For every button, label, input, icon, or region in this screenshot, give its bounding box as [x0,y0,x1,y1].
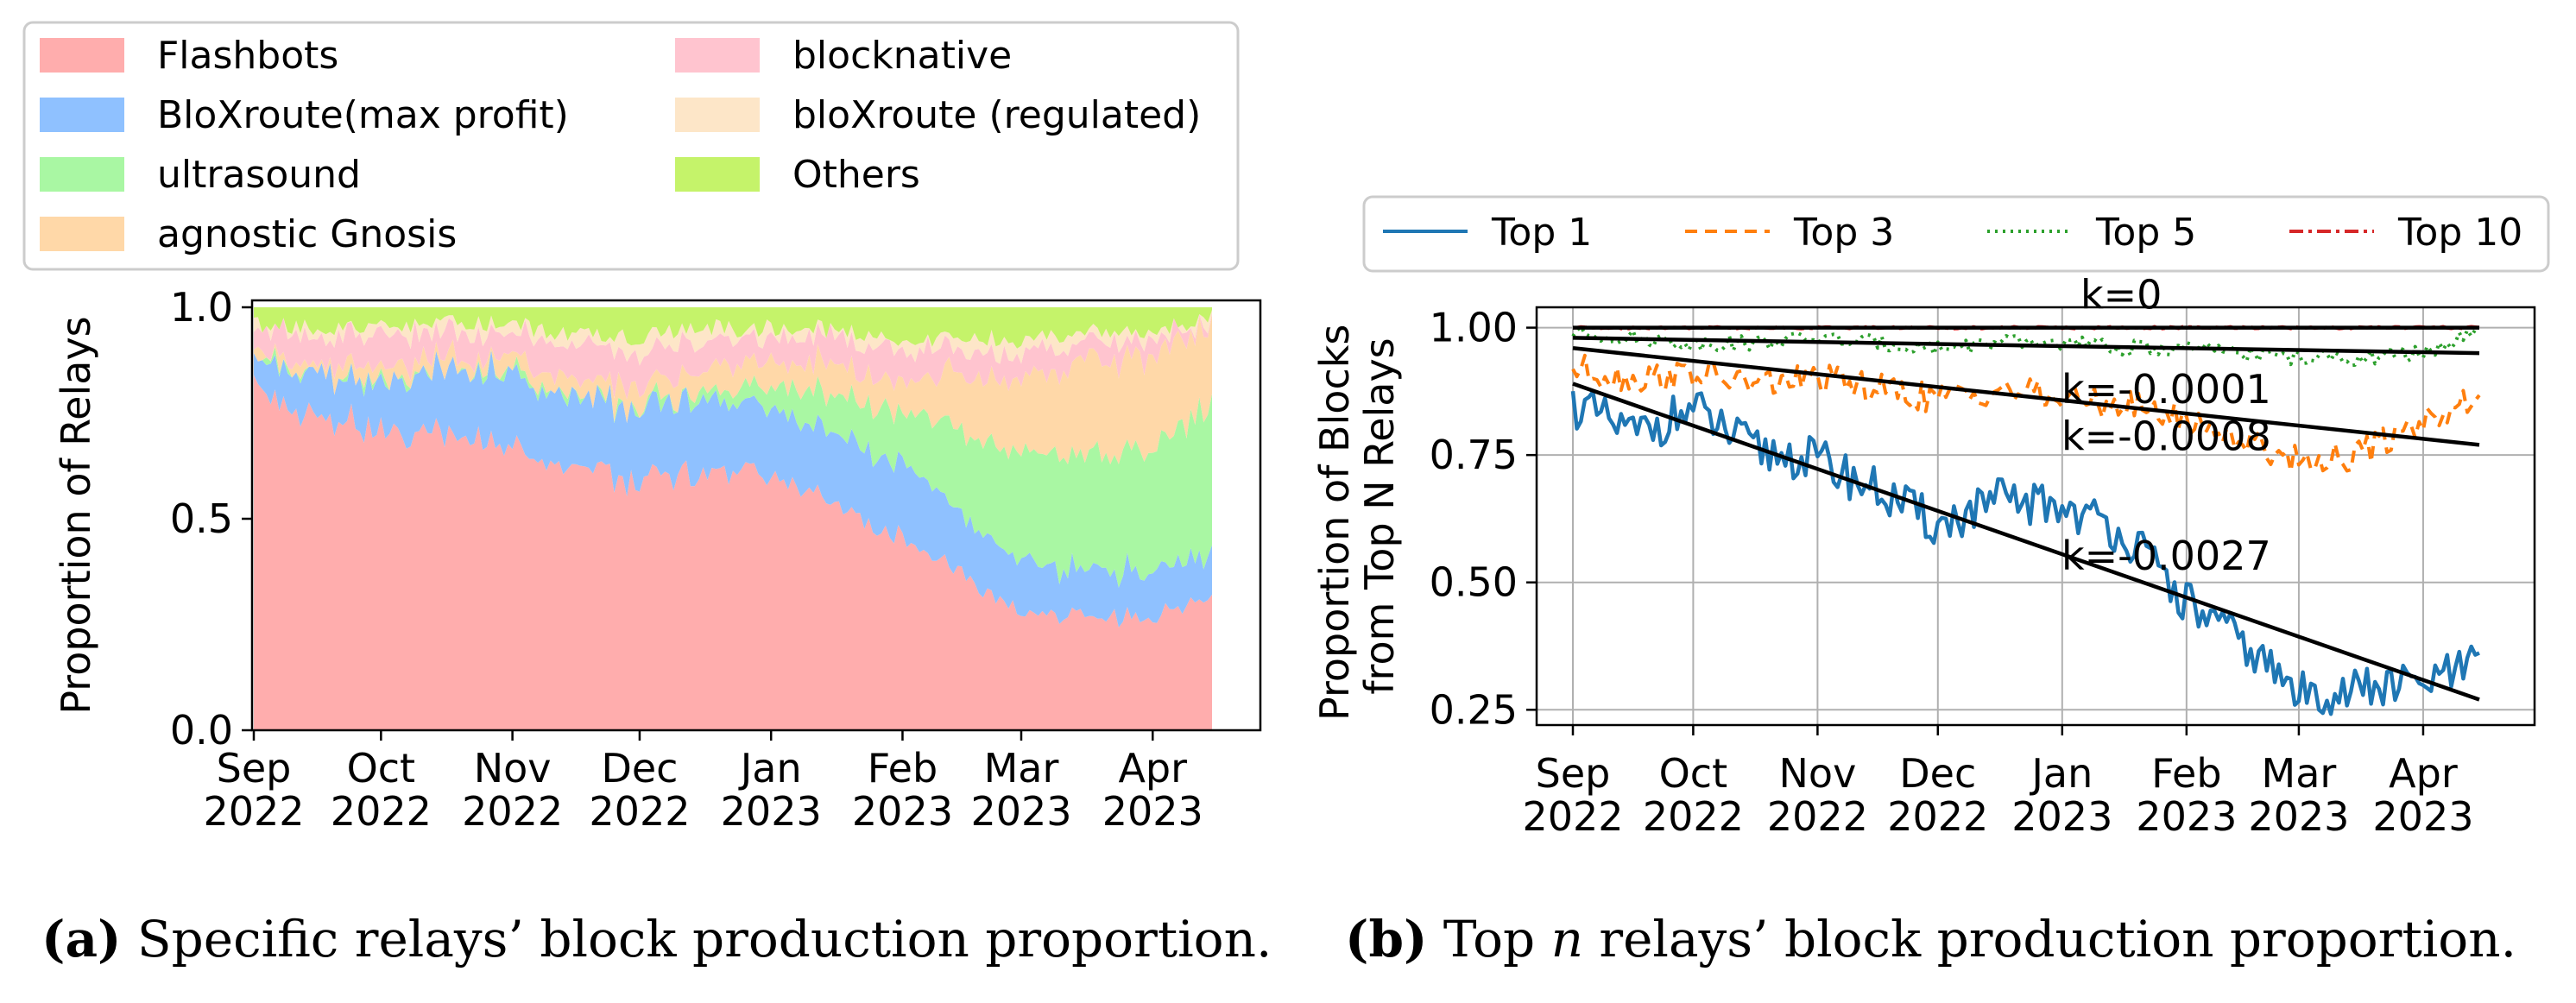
legend-box-b [1362,195,2550,273]
y-tick-label-a: 0.0 [170,707,233,754]
line-top-1 [1570,389,2480,716]
slope-label-k-0: k=0 [2080,272,2162,319]
legend-label-others: Others [792,153,920,197]
legend-swatch-others [675,157,760,192]
legend-label-top-3: Top 3 [1793,211,1894,255]
slope-label-k-0-0001: k=-0.0001 [2061,366,2271,413]
x-tick-label-a: Sep 2022 [203,745,304,835]
trendline-k-0-0008 [1572,345,2480,447]
x-tick-label-b: Sep 2022 [1522,750,1623,840]
x-tick-label-b: Apr 2023 [2372,750,2473,840]
trendline-k-0-0027 [1572,382,2480,702]
area-others [254,307,1212,349]
plot-frame-a [250,299,1262,732]
area-ultrasound [254,347,1212,588]
x-tick-label-a: Oct 2022 [331,745,432,835]
legend-label-top-5: Top 5 [2095,211,2196,255]
x-tick-label-b: Jan 2023 [2011,750,2112,840]
y-ticks-b: 0.25 0.50 0.75 1.00 [1430,305,1537,733]
x-tick-label-a: Feb 2023 [852,745,953,835]
trendline-k-0-0001 [1572,336,2480,356]
panel-a: Flashbots BloXroute(max profit) ultrasound… [22,21,1272,968]
legend-swatch-agnostic-gnosis [40,217,124,251]
panel-b: Top 1 Top 3 Top 5 Top 10 k=0k=-0.0001k=-0.0… [1311,195,2550,968]
area-blocknative [254,312,1212,400]
y-ticks-a: 0.0 0.5 1.0 [170,284,252,754]
legend-label-agnostic-gnosis: agnostic Gnosis [157,212,457,256]
caption-b: (b) Top n relays’ block production propo… [1345,910,2516,968]
y-tick-label-b: 0.75 [1430,432,1518,478]
stacked-areas [254,307,1212,730]
x-tick-label-b: Mar 2023 [2248,750,2349,840]
legend-swatch-bloxroute-regulated [675,98,760,132]
caption-a: (a) Specific relays’ block production pr… [41,910,1272,968]
x-tick-label-a: Nov 2022 [462,745,563,835]
legend-b: Top 1 Top 3 Top 5 Top 10 [1383,211,2522,255]
legend-label-ultrasound: ultrasound [157,153,361,197]
legend-swatch-ultrasound [40,157,124,192]
legend-swatch-blocknative [675,38,760,73]
slope-label-k-0-0008: k=-0.0008 [2061,413,2271,460]
legend-a: Flashbots BloXroute(max profit) ultrasound… [40,34,1201,256]
legend-label-bloxroute-regulated: bloXroute (regulated) [792,93,1201,137]
x-tick-label-b: Dec 2022 [1887,750,1988,840]
y-axis-label-a: Proportion of Relays [53,316,99,714]
x-tick-label-b: Oct 2022 [1643,750,1744,840]
line-top-3 [1571,353,2481,474]
x-tick-label-a: Dec 2022 [589,745,690,835]
x-tick-label-b: Feb 2023 [2136,750,2237,840]
slope-label-k-0-0027: k=-0.0027 [2061,533,2271,579]
legend-swatch-bloxroute-max-profit [40,98,124,132]
line-top-5 [1571,325,2480,368]
legend-label-blocknative: blocknative [792,34,1012,78]
x-tick-label-a: Mar 2023 [970,745,1071,835]
legend-label-top-10: Top 10 [2397,211,2522,255]
legend-swatch-flashbots [40,38,124,73]
x-tick-label-a: Apr 2023 [1102,745,1203,835]
x-tick-label-a: Jan 2023 [721,745,822,835]
legend-label-top-1: Top 1 [1491,211,1592,255]
x-ticks-a: Sep 2022 Oct 2022 Nov 2022 Dec 2022 Jan 2023 Feb 20… [203,730,1203,835]
area-bloxroute-regulated [254,309,1212,366]
plot-bg-b [1537,307,2535,725]
y-tick-label-b: 0.25 [1430,686,1518,733]
legend-label-flashbots: Flashbots [157,34,338,78]
area-bloxroute-max-profit [254,350,1212,628]
area-agnostic-gnosis [254,314,1212,464]
legend-label-bloxroute-max-profit: BloXroute(max profit) [157,93,569,137]
area-flashbots [254,375,1212,730]
series-lines-b [1570,325,2481,716]
y-tick-label-a: 0.5 [170,495,233,542]
legend-box-a [22,21,1240,271]
y-tick-label-b: 1.00 [1430,305,1518,351]
y-tick-label-b: 0.50 [1430,559,1518,606]
y-tick-label-a: 1.0 [170,284,233,331]
y-axis-label-b: Proportion of Blocks from Top N Relays [1311,312,1403,721]
plot-frame-b [1535,306,2536,727]
x-tick-label-b: Nov 2022 [1767,750,1868,840]
